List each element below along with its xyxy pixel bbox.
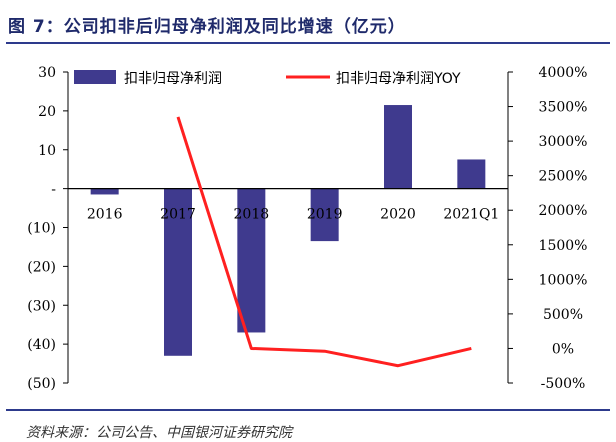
bar-2016 [91,189,119,195]
category-label: 2021Q1 [443,207,499,223]
category-label: 2019 [307,207,343,223]
left-tick-label: - [51,182,56,198]
left-tick-label: 30 [38,65,56,81]
category-label: 2016 [87,207,123,223]
bar-series [91,105,486,356]
line-series [178,117,472,366]
right-tick-label: 2500% [539,169,588,185]
left-tick-label: (50) [27,376,56,392]
legend-bar-swatch [74,70,116,84]
left-axis: 30 20 10 - (10) (20) (30) (40) (50) [27,65,68,392]
bar-2020 [384,105,412,189]
category-label: 2017 [160,207,196,223]
category-labels: 2016 2017 2018 2019 2020 2021Q1 [87,207,499,223]
legend-line-label: 扣非归母净利润YOY [336,70,461,87]
right-axis: 4000% 3500% 3000% 2500% 2000% 1500% 1000% 500% 0… [508,65,587,392]
left-tick-label: (30) [27,298,56,314]
legend: 扣非归母净利润 扣非归母净利润YOY [74,70,461,87]
category-label: 2018 [234,207,270,223]
left-tick-label: 10 [38,143,56,159]
bar-2021q1 [457,159,485,188]
left-tick-label: (10) [27,221,56,237]
right-tick-label: 1000% [539,272,588,288]
left-tick-label: (40) [27,337,56,353]
right-tick-label: 3000% [539,134,588,150]
left-tick-label: 20 [38,104,56,120]
right-tick-label: 1500% [539,238,588,254]
right-tick-label: 3500% [539,100,588,116]
right-tick-label: 2000% [539,203,588,219]
right-tick-label: 500% [543,307,583,323]
yoy-line [178,117,471,366]
left-tick-label: (20) [27,259,56,275]
right-tick-label: -500% [541,376,586,392]
right-tick-label: 4000% [539,65,588,81]
bottom-rule [6,409,610,411]
category-label: 2020 [380,207,416,223]
right-tick-label: 0% [552,341,574,357]
legend-bar-label: 扣非归母净利润 [124,70,222,87]
source-note: 资料来源：公司公告、中国银河证券研究院 [26,422,292,442]
